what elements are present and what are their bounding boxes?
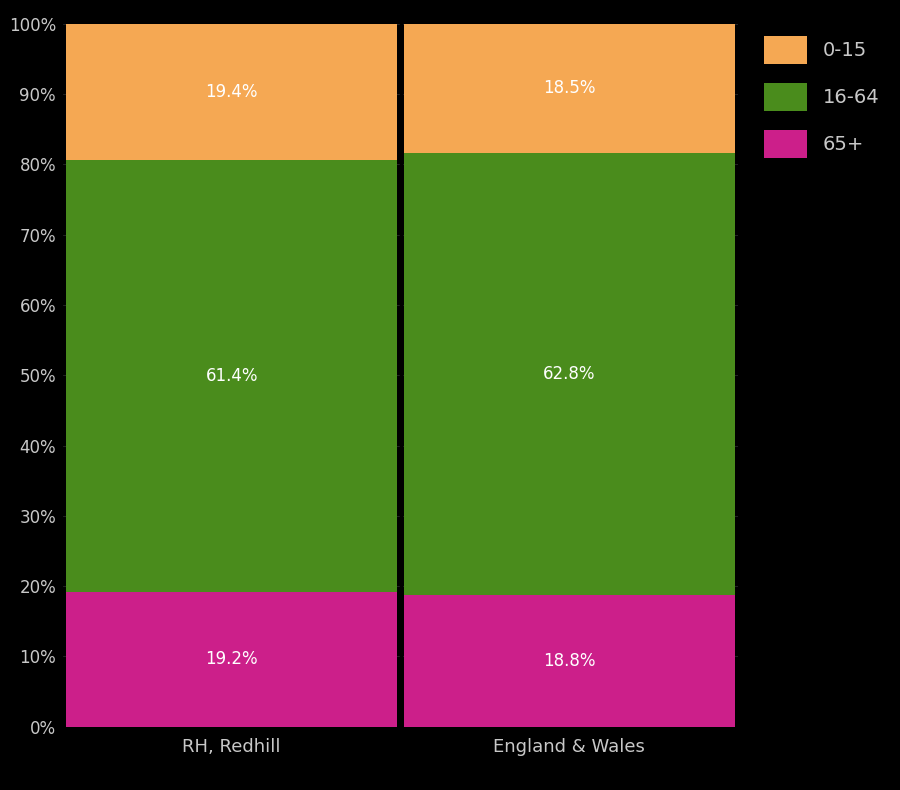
Bar [67,592,397,727]
Text: 18.8%: 18.8% [543,652,596,670]
Bar [404,595,734,727]
Bar [404,153,734,595]
Bar [404,23,734,153]
Text: 18.5%: 18.5% [543,79,596,97]
Text: 19.2%: 19.2% [205,650,258,668]
Bar [67,24,397,160]
Text: 19.4%: 19.4% [205,83,258,101]
Bar [67,160,397,592]
Text: 62.8%: 62.8% [543,365,596,383]
Legend: 0-15, 16-64, 65+: 0-15, 16-64, 65+ [754,26,889,167]
Text: 61.4%: 61.4% [205,367,258,385]
